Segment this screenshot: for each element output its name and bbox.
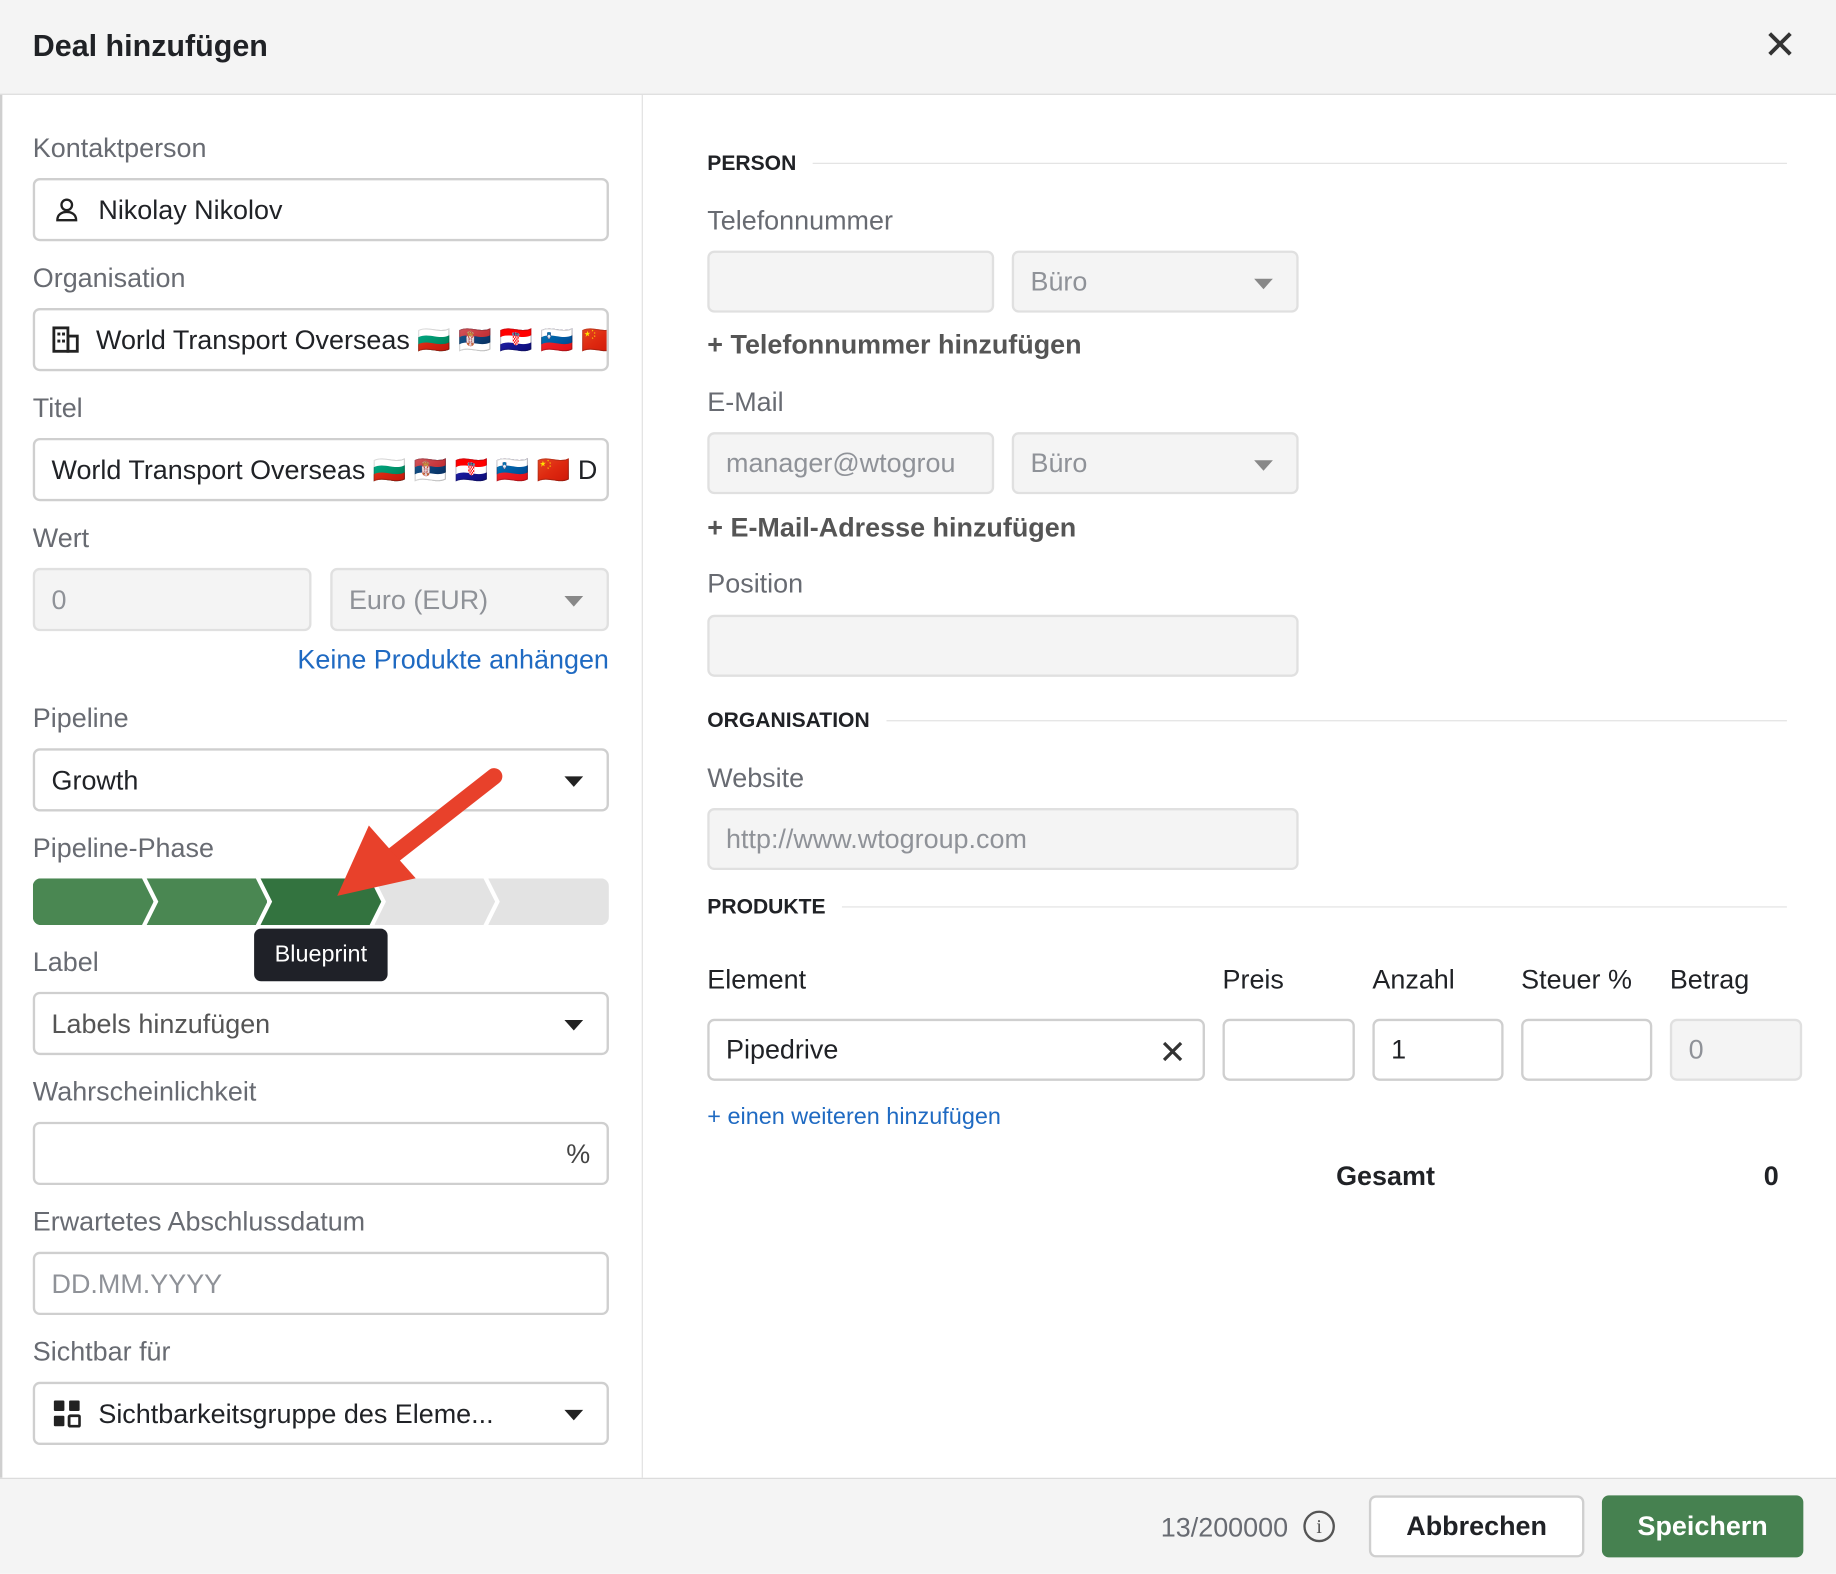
product-quantity-input[interactable]: 1 bbox=[1372, 1018, 1504, 1081]
add-product-link[interactable]: + einen weiteren hinzufügen bbox=[707, 1104, 1001, 1131]
product-price-input[interactable] bbox=[1222, 1018, 1355, 1081]
close-date-placeholder: DD.MM.YYYY bbox=[51, 1267, 223, 1299]
organisation-input[interactable]: World Transport Overseas 🇧🇬 🇷🇸 🇭🇷 🇸🇮 🇨🇳 bbox=[32, 307, 609, 372]
building-icon bbox=[52, 326, 80, 354]
col-tax: Steuer % bbox=[1521, 963, 1632, 995]
left-edge bbox=[0, 94, 3, 1478]
product-quantity-value: 1 bbox=[1391, 1033, 1407, 1065]
title-value: World Transport Overseas 🇧🇬 🇷🇸 🇭🇷 🇸🇮 🇨🇳 … bbox=[51, 453, 598, 485]
dialog-footer: 13/200000 i Abbrechen Speichern bbox=[0, 1477, 1836, 1574]
organisation-section-heading: ORGANISATION bbox=[707, 708, 1787, 733]
chevron-down-icon bbox=[564, 1019, 584, 1031]
close-date-input[interactable]: DD.MM.YYYY bbox=[32, 1251, 609, 1316]
add-email-button[interactable]: + E-Mail-Adresse hinzufügen bbox=[707, 511, 1077, 543]
phase-stage-1[interactable] bbox=[33, 878, 154, 925]
website-value: http://www.wtogroup.com bbox=[726, 823, 1027, 854]
chevron-down-icon bbox=[564, 776, 584, 787]
dialog-header: Deal hinzufügen ✕ bbox=[0, 0, 1836, 95]
col-price: Preis bbox=[1222, 963, 1284, 995]
currency-value: Euro (EUR) bbox=[348, 583, 489, 615]
close-icon[interactable]: ✕ bbox=[1763, 23, 1797, 68]
person-icon bbox=[52, 197, 82, 223]
probability-input[interactable]: % bbox=[32, 1121, 609, 1186]
pipeline-phase-bar bbox=[33, 878, 609, 926]
phase-tooltip: Blueprint bbox=[254, 928, 388, 982]
person-section-heading: PERSON bbox=[707, 151, 1787, 176]
labels-select[interactable]: Labels hinzufügen bbox=[32, 991, 609, 1056]
phase-stage-2[interactable] bbox=[147, 878, 268, 925]
position-label: Position bbox=[707, 567, 804, 599]
phone-type-select[interactable]: Büro bbox=[1011, 250, 1299, 313]
contact-input[interactable]: Nikolay Nikolov bbox=[32, 177, 609, 242]
value-amount-input[interactable]: 0 bbox=[32, 567, 312, 632]
col-quantity: Anzahl bbox=[1372, 963, 1455, 995]
clear-icon[interactable]: ✕ bbox=[1158, 1033, 1187, 1071]
product-amount-input: 0 bbox=[1669, 1018, 1803, 1081]
phone-label: Telefonnummer bbox=[707, 204, 893, 236]
person-heading-text: PERSON bbox=[707, 151, 797, 175]
product-element-input[interactable]: Pipedrive ✕ bbox=[707, 1018, 1205, 1081]
chevron-down-icon bbox=[1254, 460, 1273, 471]
chevron-down-icon bbox=[1254, 278, 1273, 290]
chevron-down-icon bbox=[564, 1409, 584, 1421]
website-input[interactable]: http://www.wtogroup.com bbox=[707, 807, 1299, 871]
value-amount: 0 bbox=[51, 583, 67, 615]
organisation-value: World Transport Overseas 🇧🇬 🇷🇸 🇭🇷 🇸🇮 🇨🇳 bbox=[96, 323, 609, 355]
info-icon[interactable]: i bbox=[1303, 1510, 1335, 1543]
grid-icon bbox=[52, 1399, 82, 1428]
red-arrow-annotation bbox=[337, 768, 503, 896]
add-phone-button[interactable]: + Telefonnummer hinzufügen bbox=[707, 329, 1082, 360]
pipeline-value: Growth bbox=[51, 764, 139, 795]
phase-stage-5[interactable] bbox=[488, 878, 609, 926]
product-amount-value: 0 bbox=[1688, 1033, 1704, 1065]
total-label: Gesamt bbox=[1336, 1160, 1435, 1191]
save-button[interactable]: Speichern bbox=[1601, 1495, 1804, 1558]
position-input[interactable] bbox=[707, 614, 1299, 677]
phase-label: Pipeline-Phase bbox=[32, 832, 214, 864]
contact-value: Nikolay Nikolov bbox=[98, 193, 283, 225]
labels-placeholder: Labels hinzufügen bbox=[51, 1007, 271, 1039]
column-divider bbox=[641, 94, 643, 1478]
organisation-label: Organisation bbox=[32, 262, 186, 293]
total-value: 0 bbox=[1763, 1160, 1779, 1191]
pipeline-label: Pipeline bbox=[32, 702, 129, 734]
pipeline-select[interactable]: Growth bbox=[32, 748, 609, 812]
close-date-label: Erwartetes Abschlussdatum bbox=[32, 1206, 366, 1237]
contact-label: Kontaktperson bbox=[32, 132, 207, 163]
website-label: Website bbox=[707, 762, 805, 793]
organisation-heading-text: ORGANISATION bbox=[707, 708, 870, 732]
products-heading-text: PRODUKTE bbox=[707, 894, 826, 919]
value-label: Wert bbox=[32, 522, 90, 553]
col-amount: Betrag bbox=[1669, 963, 1750, 995]
product-element-value: Pipedrive bbox=[726, 1033, 839, 1065]
chevron-down-icon bbox=[564, 596, 584, 607]
phase-stage-4[interactable] bbox=[374, 878, 495, 925]
email-value: manager@wtogrou bbox=[726, 447, 956, 478]
email-type-value: Büro bbox=[1030, 447, 1088, 478]
visibility-value: Sichtbarkeitsgruppe des Eleme... bbox=[98, 1397, 494, 1429]
products-section-heading: PRODUKTE bbox=[707, 895, 1787, 920]
probability-label: Wahrscheinlichkeit bbox=[32, 1076, 257, 1107]
product-tax-input[interactable] bbox=[1521, 1018, 1653, 1081]
no-products-link[interactable]: Keine Produkte anhängen bbox=[297, 644, 609, 675]
dialog-title: Deal hinzufügen bbox=[32, 28, 268, 64]
label-label: Label bbox=[32, 946, 99, 977]
visibility-select[interactable]: Sichtbarkeitsgruppe des Eleme... bbox=[32, 1381, 609, 1446]
email-type-select[interactable]: Büro bbox=[1011, 432, 1299, 495]
percent-suffix: % bbox=[566, 1137, 591, 1169]
col-element: Element bbox=[707, 963, 807, 995]
cancel-button[interactable]: Abbrechen bbox=[1368, 1495, 1585, 1558]
character-counter: 13/200000 bbox=[1160, 1511, 1289, 1543]
email-input[interactable]: manager@wtogrou bbox=[707, 432, 995, 495]
currency-select[interactable]: Euro (EUR) bbox=[330, 567, 609, 632]
title-label: Titel bbox=[32, 392, 83, 423]
email-label: E-Mail bbox=[707, 386, 784, 417]
phone-type-value: Büro bbox=[1030, 265, 1088, 297]
visibility-label: Sichtbar für bbox=[32, 1336, 171, 1367]
title-input[interactable]: World Transport Overseas 🇧🇬 🇷🇸 🇭🇷 🇸🇮 🇨🇳 … bbox=[32, 437, 609, 502]
phone-input[interactable] bbox=[707, 250, 995, 313]
